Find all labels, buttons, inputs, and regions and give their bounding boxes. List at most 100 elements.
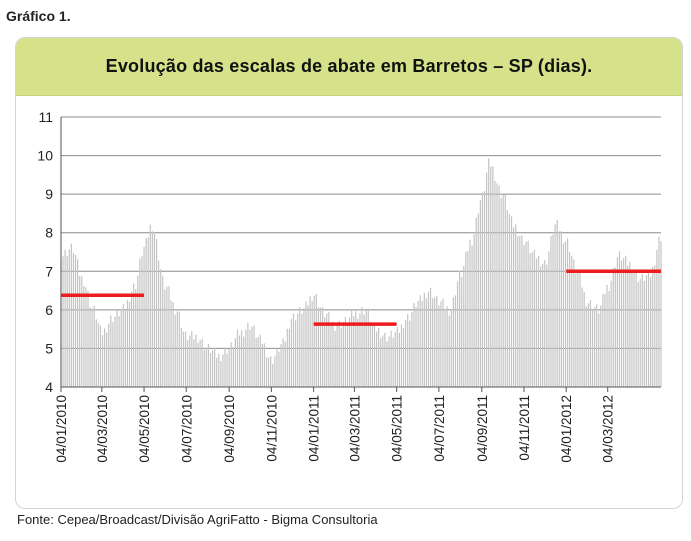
bar	[542, 263, 544, 387]
bar	[193, 339, 195, 387]
bar	[120, 309, 122, 387]
bar	[365, 310, 367, 387]
bar	[631, 271, 633, 387]
bar	[442, 298, 444, 387]
bar	[147, 237, 149, 387]
bar	[475, 217, 477, 387]
bar	[529, 253, 531, 387]
bar	[535, 258, 538, 387]
bar	[564, 241, 567, 387]
bar	[502, 194, 504, 387]
bar	[427, 291, 430, 387]
bar	[432, 298, 434, 387]
bar	[419, 295, 421, 387]
bar	[216, 357, 218, 387]
bar	[488, 158, 490, 387]
bar	[425, 298, 427, 387]
x-tick-label: 04/05/2010	[137, 395, 152, 463]
x-tick-labels: 04/01/2010 04/03/2010 04/05/2010 04/07/2010…	[54, 395, 616, 463]
bar	[523, 245, 525, 387]
bar	[585, 306, 587, 387]
bar	[560, 231, 562, 387]
bar	[79, 275, 81, 387]
bar	[95, 319, 97, 387]
bar	[191, 331, 193, 387]
bar	[407, 314, 409, 387]
bar	[160, 269, 162, 387]
bar	[581, 287, 583, 387]
bar	[371, 322, 374, 387]
bar	[384, 332, 386, 387]
bar	[494, 180, 496, 387]
bar	[652, 266, 654, 387]
bar-series	[60, 158, 662, 387]
bar	[259, 334, 261, 387]
bar	[97, 323, 99, 387]
bar	[197, 342, 199, 387]
bar	[606, 284, 608, 387]
bar	[99, 325, 102, 387]
average-lines	[61, 269, 661, 326]
bar	[135, 289, 137, 387]
bar	[546, 264, 548, 387]
y-tick-label: 4	[45, 379, 53, 395]
bar	[247, 322, 249, 387]
bar	[344, 316, 347, 387]
bar	[645, 275, 648, 387]
bar	[409, 320, 411, 387]
bar	[137, 275, 139, 387]
bar	[261, 343, 263, 387]
bar	[658, 236, 660, 387]
x-tick-label: 04/11/2011	[517, 395, 532, 461]
bar	[398, 332, 401, 387]
bar	[184, 331, 187, 387]
bar	[531, 252, 533, 387]
bar	[440, 301, 442, 387]
bar	[313, 295, 315, 387]
bar	[228, 348, 230, 387]
bar	[87, 290, 89, 387]
bar	[618, 251, 621, 387]
bar	[537, 255, 540, 387]
bar	[450, 309, 452, 387]
bar	[654, 265, 656, 387]
x-tick-label: 04/07/2011	[432, 395, 447, 462]
chart-plot: 4 5 6 7 8 9 10 11 04/01/2010 04/03/2010 04/05/201…	[37, 109, 662, 463]
y-tick-label: 10	[37, 148, 53, 164]
bar	[141, 256, 143, 387]
bar	[456, 281, 459, 387]
bar	[552, 234, 554, 387]
bar	[288, 328, 290, 387]
bar	[124, 310, 126, 387]
bar	[571, 255, 573, 387]
bar	[444, 309, 446, 387]
bar	[378, 328, 380, 387]
bar	[600, 305, 602, 387]
bar	[627, 265, 629, 387]
bar	[166, 286, 168, 387]
bar	[423, 292, 425, 387]
bar	[93, 305, 95, 387]
bar	[282, 338, 284, 387]
bar	[64, 249, 66, 387]
bar	[251, 326, 253, 387]
bar	[373, 322, 376, 387]
bar	[81, 276, 83, 387]
bar	[550, 236, 552, 387]
bar	[280, 344, 282, 387]
bar	[118, 316, 120, 387]
y-tick-label: 8	[45, 225, 53, 241]
bar	[579, 270, 581, 387]
bar	[295, 320, 297, 387]
bar	[72, 253, 75, 387]
bar	[145, 238, 147, 387]
bar	[309, 296, 311, 387]
bar	[249, 329, 251, 387]
bar	[338, 320, 340, 387]
bar	[66, 255, 68, 387]
bar	[656, 249, 658, 387]
axes	[60, 117, 661, 392]
x-tick-label: 04/03/2011	[347, 395, 362, 462]
bar	[155, 238, 158, 387]
bar	[284, 341, 286, 387]
